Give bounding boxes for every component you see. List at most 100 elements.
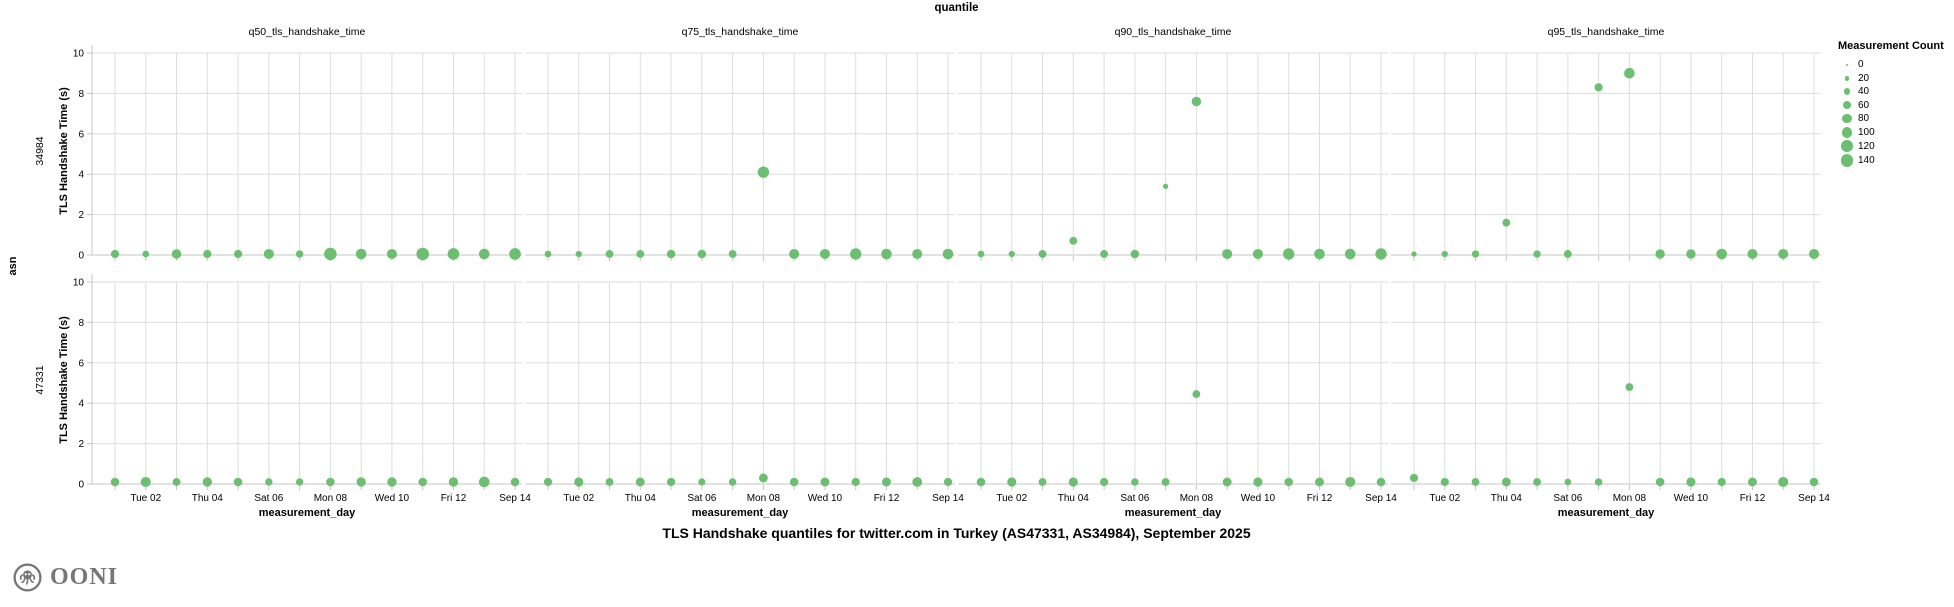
data-point [1099,477,1109,487]
legend-bubble [1844,75,1850,81]
x-tick-label: Wed 10 [1241,493,1276,504]
data-point [295,250,304,258]
x-tick-label: Sep 14 [499,493,531,504]
facet-plot-47331-q50_tls_handshake_time: 0 2 4 6 8 10 Tue 02 Thu 04 Sat 06 Mon 08 Wed 10 Fri… [73,274,531,504]
data-point [1131,478,1139,486]
data-point [265,478,273,486]
legend-item: 20 [1838,72,1954,86]
x-tick-label: Thu 04 [1491,493,1523,504]
x-axis-title: measurement_day [1557,507,1655,519]
data-point [574,477,584,487]
x-tick-label: Fri 12 [874,493,900,504]
legend-item: 0 [1838,58,1954,72]
ooni-octopus-icon [13,563,42,592]
data-point [171,249,182,259]
data-point [142,250,150,258]
legend-bubble [1846,63,1848,66]
data-point [850,248,862,260]
data-point [881,248,892,260]
y-tick-label: 10 [73,278,85,289]
size-legend: Measurement Count 0 20 40 60 80 100 120 140 [1838,40,1954,168]
data-point [1778,476,1789,488]
data-point [509,248,521,260]
x-tick-label: Sep 14 [932,493,964,504]
x-tick-label: Sep 14 [1365,493,1397,504]
data-point [976,477,986,487]
data-point [575,250,582,258]
legend-bubble [1842,101,1852,110]
data-point [882,477,891,487]
data-point [1038,250,1047,258]
data-point [1533,250,1541,258]
data-point [912,477,923,487]
x-tick-label: Thu 04 [625,493,657,504]
x-tick-label: Fri 12 [1740,493,1766,504]
legend-label: 80 [1858,113,1870,125]
x-tick-label: Wed 10 [1674,493,1709,504]
data-point [386,248,397,260]
legend-item: 80 [1838,112,1954,126]
legend-label: 20 [1858,72,1870,84]
x-axis-title: measurement_day [691,507,789,519]
data-point [1563,250,1572,258]
data-point [1315,477,1324,487]
x-tick-label: Mon 08 [1613,493,1647,504]
x-tick-label: Mon 08 [747,493,781,504]
x-tick-label: Fri 12 [441,493,467,504]
data-point [1501,477,1511,487]
legend-label: 120 [1858,140,1875,152]
data-point [1222,248,1233,260]
data-point [1564,478,1572,486]
data-point [1253,477,1263,487]
data-point [356,477,366,487]
data-point [1252,248,1263,260]
facet-title-q75: q75_tls_handshake_time [681,26,799,38]
x-tick-label: Tue 02 [563,493,594,504]
legend-bubble [1843,88,1851,96]
data-point [819,248,830,260]
data-point [416,247,429,261]
data-point [728,250,737,258]
legend-label: 140 [1858,155,1875,167]
data-point [1471,250,1480,258]
legend-bubble [1841,140,1853,152]
data-point [728,478,737,486]
y-tick-label: 2 [78,210,84,221]
data-point [636,250,645,258]
data-point [1068,477,1078,487]
data-point [110,249,120,259]
data-point [263,248,274,260]
legend-title: Measurement Count [1838,40,1944,52]
legend-item: 120 [1838,139,1954,153]
legend-item: 40 [1838,85,1954,99]
x-axis-title: measurement_day [258,507,356,519]
data-point [1162,183,1169,189]
legend-bubble [1841,126,1853,138]
data-point [1686,477,1696,487]
legend-label: 0 [1858,59,1864,71]
facet-plot-47331-q95_tls_handshake_time: Tue 02 Thu 04 Sat 06 Mon 08 Wed 10 Fri 12 Sep … [1391,281,1830,504]
legend-item: 100 [1838,126,1954,140]
data-point [478,248,490,260]
data-point [1192,390,1201,399]
data-point [172,478,181,486]
data-point [1222,477,1232,487]
facet-plot-34984-q95_tls_handshake_time [1391,52,1821,261]
data-point [1161,478,1170,486]
data-point [1283,248,1295,260]
data-point [1284,477,1293,487]
data-point [1594,83,1603,92]
data-point [324,247,337,261]
x-tick-label: Sat 06 [687,493,716,504]
legend-item: 60 [1838,99,1954,113]
data-point [448,477,459,487]
data-point [1655,477,1665,487]
data-point [1038,478,1047,486]
legend-bubble [1842,114,1852,124]
data-point [1314,248,1325,260]
x-tick-label: Tue 02 [1429,493,1460,504]
data-point [697,249,707,259]
data-point [1748,477,1757,487]
